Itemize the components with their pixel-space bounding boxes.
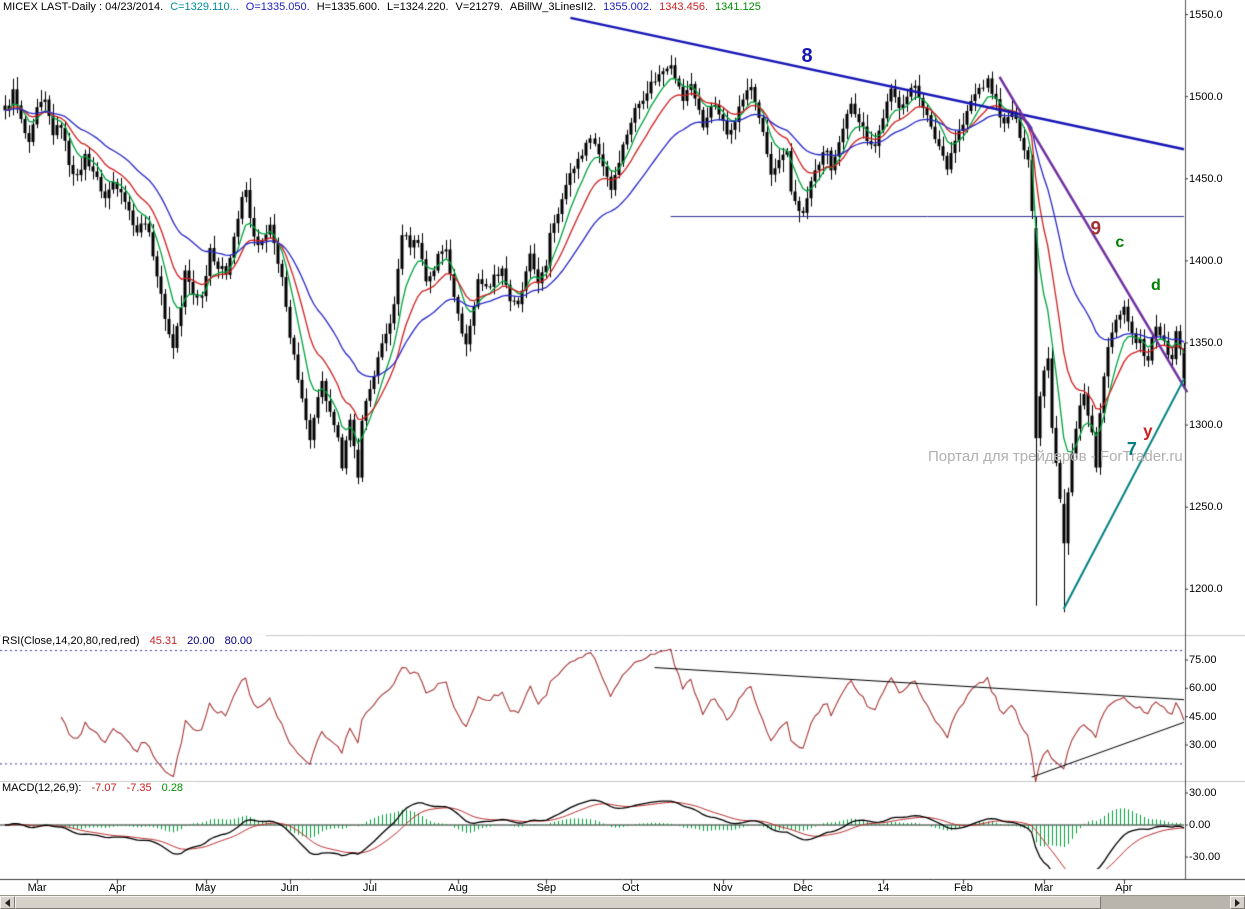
price-axis-label: 1550.0 <box>1189 8 1223 21</box>
rsi-label-part: 45.31 <box>149 635 178 647</box>
macd-label-part: MACD(12,26,9): <box>2 782 82 794</box>
header-field: 1341.125 <box>715 1 761 13</box>
header-field: L=1324.220. <box>387 1 449 13</box>
time-axis-label: Jun <box>280 882 299 894</box>
rsi-axis-label: 45.00 <box>1189 710 1217 723</box>
header-field: MICEX LAST-Daily : 04/23/2014. <box>3 1 164 13</box>
header-field: O=1335.050. <box>245 1 310 13</box>
header-field: V=21279. <box>455 1 503 13</box>
time-axis-label: Apr <box>108 882 126 894</box>
wave-annotation: 9 <box>1090 218 1102 240</box>
time-axis-label: Sep <box>536 882 557 894</box>
price-axis-label: 1350.0 <box>1189 336 1223 349</box>
macd-axis-label: -30.00 <box>1189 851 1221 863</box>
time-axis-label: Mar <box>27 882 47 894</box>
macd-axis-label: 30.00 <box>1189 786 1217 799</box>
time-axis-label: Dec <box>793 882 813 894</box>
macd-indicator-label: MACD(12,26,9): -7.07 -7.35 0.28 <box>1 782 198 795</box>
price-axis-label: 1250.0 <box>1189 501 1223 514</box>
price-axis-label: 1450.0 <box>1189 172 1223 185</box>
rsi-axis-label: 75.00 <box>1189 654 1217 666</box>
rsi-axis-label: 60.00 <box>1189 682 1217 695</box>
rsi-label-part: RSI(Close,14,20,80,red,red) <box>2 635 140 647</box>
rsi-axis-label: 30.00 <box>1189 739 1217 751</box>
price-axis-label: 1400.0 <box>1189 254 1223 267</box>
scroll-right-button[interactable] <box>1230 896 1245 909</box>
quote-header: MICEX LAST-Daily : 04/23/2014. C=1329.110… <box>3 1 768 13</box>
macd-label-part: -7.35 <box>126 782 152 794</box>
wave-annotation: y <box>1143 421 1153 441</box>
time-axis-label: Apr <box>1115 882 1133 894</box>
scroll-left-button[interactable] <box>0 896 15 909</box>
header-field: C=1329.110... <box>170 1 239 13</box>
rsi-label-part: 20.00 <box>187 635 215 647</box>
time-axis-label: May <box>195 882 216 894</box>
macd-label-part: -7.07 <box>91 782 117 794</box>
macd-axis-label: 0.00 <box>1189 819 1211 831</box>
price-axis-label: 1500.0 <box>1189 90 1223 103</box>
horizontal-scrollbar[interactable] <box>0 895 1245 909</box>
price-axis-label: 1200.0 <box>1189 583 1223 596</box>
header-field: H=1335.600. <box>316 1 381 13</box>
right-arrow-icon <box>1235 898 1240 907</box>
wave-annotation: c <box>1115 234 1125 252</box>
price-axis-label: 1300.0 <box>1189 419 1223 432</box>
time-axis-label: Feb <box>953 882 973 894</box>
wave-annotation: 7 <box>1126 438 1137 459</box>
watermark: Портал для трейдеров - ForTrader.ru <box>928 448 1183 465</box>
time-axis-label: Oct <box>622 882 640 894</box>
macd-label-part: 0.28 <box>161 782 184 794</box>
time-axis-label: 14 <box>877 882 890 894</box>
wave-annotation: 8 <box>801 45 813 68</box>
rsi-indicator-label: RSI(Close,14,20,80,red,red) 45.31 20.00 80.… <box>1 635 267 648</box>
scrollbar-thumb[interactable] <box>15 896 1101 909</box>
rsi-label-part: 80.00 <box>224 635 253 647</box>
left-arrow-icon <box>5 898 10 907</box>
header-field: ABillW_3LinesII2. <box>509 1 597 13</box>
time-axis-label: Jul <box>362 882 377 894</box>
wave-annotation: d <box>1151 277 1161 295</box>
time-axis-label: Nov <box>713 882 733 894</box>
time-axis-label: Aug <box>448 882 468 894</box>
time-axis-label: Mar <box>1034 882 1054 894</box>
header-field: 1343.456. <box>659 1 709 13</box>
header-field: 1355.002. <box>603 1 653 13</box>
